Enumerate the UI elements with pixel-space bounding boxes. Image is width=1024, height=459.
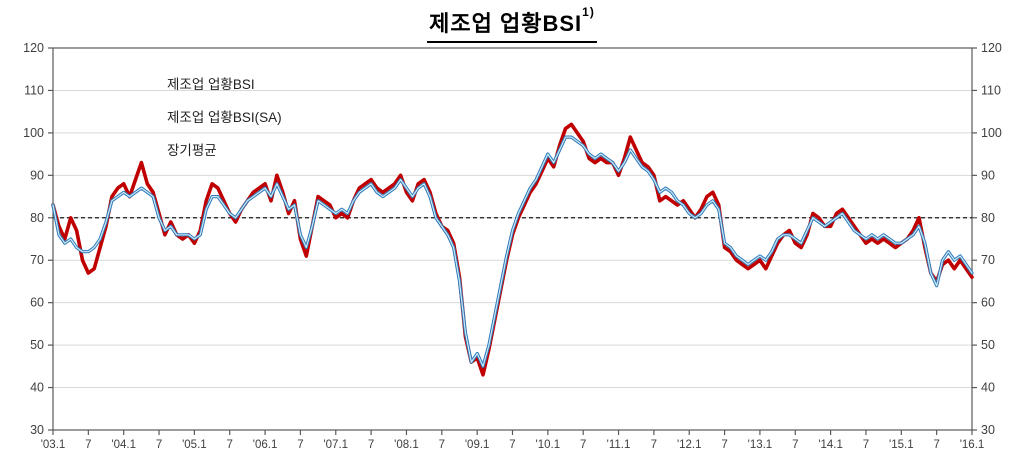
x-axis-tick-label: '04.1 [111,439,136,451]
y-axis-left-tick-label: 70 [30,253,44,267]
y-axis-left-tick-label: 80 [30,211,44,225]
x-axis-tick-label: '12.1 [677,439,702,451]
x-axis-tick-label: '10.1 [536,439,561,451]
x-axis-tick-label: 7 [509,439,515,451]
x-axis-tick-label: 7 [368,439,374,451]
x-axis-tick-label: '06.1 [253,439,278,451]
legend-label-bsi-sa: 제조업 업황BSI(SA) [167,109,282,125]
x-axis-tick-label: 7 [933,439,939,451]
y-axis-right-tick-label: 80 [981,211,995,225]
chart-legend: 제조업 업황BSI 제조업 업황BSI(SA) 장기평균 [103,66,282,165]
x-axis-tick-label: 7 [580,439,586,451]
y-axis-right-tick-label: 70 [981,253,995,267]
chart-title-footnote-marker: 1) [582,5,595,19]
x-axis-tick-label: 7 [156,439,162,451]
x-axis-tick-label: '11.1 [607,439,631,451]
x-axis-tick-label: 7 [651,439,657,451]
y-axis-left-tick-label: 120 [23,41,44,55]
y-axis-right-tick-label: 120 [981,41,1002,55]
x-axis-tick-label: 7 [721,439,727,451]
x-axis-tick-label: '08.1 [394,439,419,451]
y-axis-left-tick-label: 90 [30,168,44,182]
x-axis-tick-label: '16.1 [960,439,985,451]
x-axis-tick-label: 7 [297,439,303,451]
x-axis-tick-label: 7 [85,439,91,451]
chart-title-text: 제조업 업황BSI [429,11,583,36]
y-axis-left-tick-label: 110 [24,83,44,97]
chart-title: 제조업 업황BSI1) [427,6,597,43]
y-axis-right-labels: 30 40 50 60 70 80 90 100 110 120 [981,41,1002,437]
y-axis-right-tick-label: 90 [981,168,995,182]
legend-item-long-term-average: 장기평균 [103,132,282,165]
legend-item-bsi-sa: 제조업 업황BSI(SA) [103,99,282,132]
x-axis-tick-label: '14.1 [818,439,843,451]
axis-ticks [48,47,977,435]
horizontal-gridlines [53,89,972,389]
x-axis-tick-label: '03.1 [41,439,66,451]
x-axis-labels: '03.1 7 '04.1 7 '05.1 7 '06.1 7 '07.1 7 '08.1 7 '09.… [41,439,985,451]
x-axis-tick-label: '07.1 [323,439,348,451]
legend-label-bsi: 제조업 업황BSI [167,76,255,92]
y-axis-right-tick-label: 30 [981,423,995,437]
x-axis-tick-label: 7 [227,439,233,451]
y-axis-left-tick-label: 60 [30,296,44,310]
y-axis-left-tick-label: 30 [30,423,44,437]
y-axis-left-tick-label: 100 [23,126,44,140]
y-axis-right-tick-label: 50 [981,338,995,352]
x-axis-tick-label: '09.1 [465,439,490,451]
y-axis-right-tick-label: 60 [981,296,995,310]
x-axis-tick-label: 7 [792,439,798,451]
bsi-sa-series-line [51,135,974,368]
y-axis-right-tick-label: 40 [981,381,995,395]
legend-item-bsi: 제조업 업황BSI [103,66,282,99]
chart-title-wrap: 제조업 업황BSI1) [0,6,1024,43]
x-axis-tick-label: 7 [863,439,869,451]
legend-label-long-term-average: 장기평균 [167,142,217,158]
y-axis-left-labels: 30 40 50 60 70 80 90 100 110 120 [23,41,44,437]
x-axis-tick-label: '05.1 [182,439,207,451]
x-axis-tick-label: '13.1 [748,439,773,451]
y-axis-left-tick-label: 50 [30,338,44,352]
y-axis-right-tick-label: 110 [981,83,1001,97]
y-axis-left-tick-label: 40 [30,381,44,395]
x-axis-tick-label: 7 [439,439,445,451]
y-axis-right-tick-label: 100 [981,126,1002,140]
x-axis-tick-label: '15.1 [889,439,914,451]
